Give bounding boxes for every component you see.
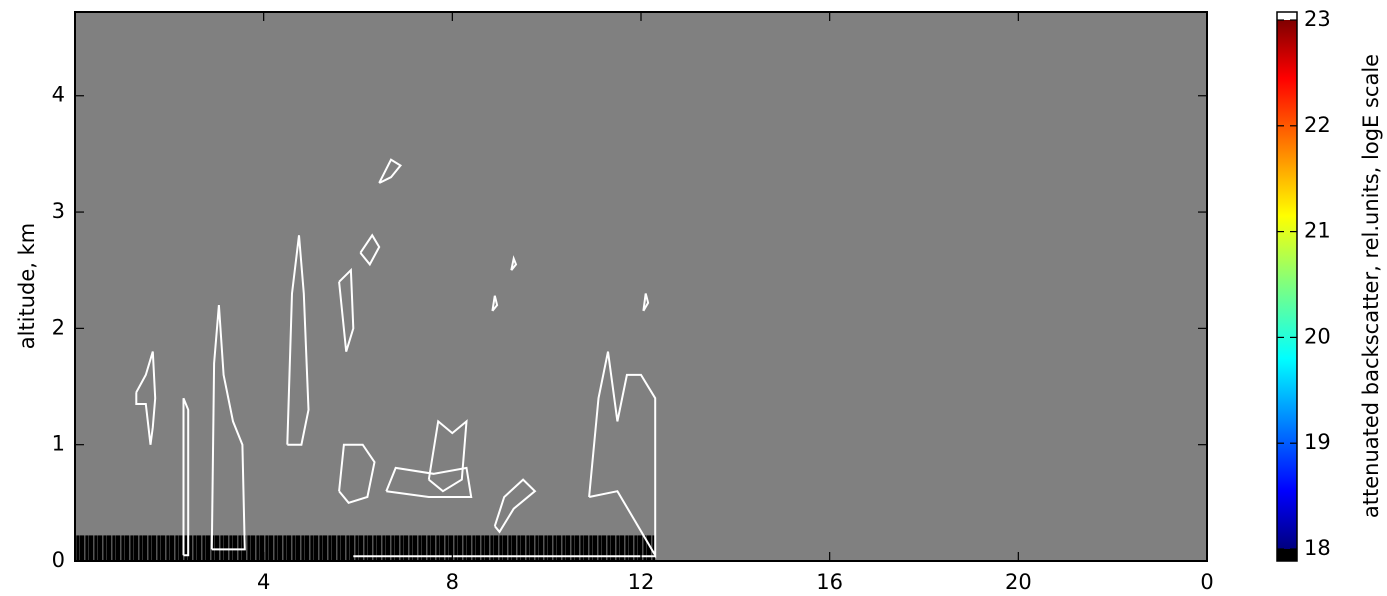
contour	[338, 443, 376, 504]
contour	[338, 267, 355, 352]
x-tick-label: 20	[1005, 570, 1032, 594]
y-axis-label: altitude, km	[15, 223, 39, 350]
contour	[210, 305, 246, 551]
contour	[427, 419, 468, 493]
colorbar-tick-label: 23	[1304, 7, 1331, 31]
y-tick-label: 4	[52, 83, 65, 107]
contour	[491, 295, 499, 312]
contour	[378, 158, 402, 184]
plot-background	[75, 12, 1207, 561]
colorbar-tick-label: 18	[1304, 536, 1331, 560]
y-tick-label: 3	[52, 199, 65, 223]
x-tick-label: 0	[1200, 570, 1213, 594]
contour	[182, 397, 190, 557]
contour	[359, 233, 381, 267]
x-tick-label: 12	[628, 570, 655, 594]
y-tick-label: 1	[52, 432, 65, 456]
y-tick-label: 2	[52, 315, 65, 339]
contour	[588, 351, 657, 559]
colorbar-label: attenuated backscatter, rel.units, logE …	[1359, 54, 1383, 518]
colorbar-tick-label: 20	[1304, 324, 1331, 348]
x-tick-label: 16	[816, 570, 843, 594]
colorbar-frame	[1276, 11, 1298, 562]
y-tick-label: 0	[52, 548, 65, 572]
contour	[493, 478, 537, 534]
colorbar-under	[1277, 549, 1297, 561]
contour	[286, 235, 310, 446]
colorbar-tick-label: 21	[1304, 219, 1331, 243]
x-tick-label: 4	[257, 570, 270, 594]
x-tick-label: 8	[446, 570, 459, 594]
colorbar	[1277, 20, 1297, 549]
contour	[510, 255, 518, 271]
contour	[135, 351, 157, 445]
contour	[642, 293, 650, 312]
contour	[385, 466, 473, 498]
colorbar-tick-label: 19	[1304, 430, 1331, 454]
colorbar-over	[1277, 12, 1297, 20]
colorbar-tick-label: 22	[1304, 113, 1331, 137]
